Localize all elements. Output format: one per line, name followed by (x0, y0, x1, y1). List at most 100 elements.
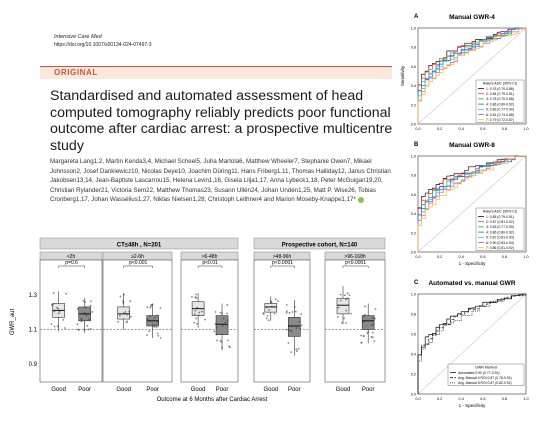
y-tick-label: 0.0 (411, 251, 416, 255)
legend-entry: 5: 0.83 (0.77-0.90) (486, 108, 514, 112)
legend-box (447, 363, 525, 386)
roc-curve (417, 293, 526, 394)
legend-entry: 1: 0.76 (0.70-0.86) (486, 87, 514, 91)
data-point (221, 346, 224, 349)
data-point (360, 334, 362, 337)
roc-curve (417, 294, 527, 394)
data-point (122, 293, 125, 296)
x-tick-label: Good (116, 387, 131, 393)
y-tick-label: 0.8 (411, 313, 416, 317)
data-point (195, 297, 198, 299)
journal-name: Intensive Care Med (54, 34, 102, 40)
y-tick-label: 0.2 (411, 103, 416, 107)
data-point (150, 304, 153, 306)
data-point (119, 295, 122, 298)
data-point (215, 326, 218, 329)
data-point (204, 318, 206, 321)
data-point (362, 315, 365, 318)
data-point (372, 317, 374, 319)
data-point (124, 311, 127, 313)
data-point (221, 325, 224, 327)
legend-entry: 3: 0.78 (0.70-0.86) (486, 97, 514, 101)
data-point (65, 292, 68, 295)
data-point (216, 339, 218, 342)
group-strip (39, 237, 239, 250)
data-point (156, 314, 159, 317)
y-tick-label: 0.4 (411, 84, 416, 88)
x-axis-label: Outcome at 6 Months after Cardiac Arrest (157, 397, 268, 403)
x-tick-label: 0.8 (502, 397, 507, 401)
y-tick-label: 0.0 (411, 393, 416, 397)
data-point (89, 300, 92, 303)
data-point (129, 315, 132, 318)
y-axis-label: Sensitivity (400, 65, 405, 86)
x-tick-label: 1.0 (523, 397, 528, 401)
data-point (146, 318, 149, 320)
data-point (226, 339, 229, 342)
data-point (374, 308, 377, 311)
data-point (155, 326, 158, 329)
data-point (343, 317, 345, 320)
data-point (299, 327, 302, 330)
authors-text: Margareta Lang1,2, Martin Kenda3,4, Mich… (50, 158, 391, 204)
x-axis-label: 1 - Specificity (459, 403, 487, 408)
data-point (285, 310, 288, 313)
data-point (83, 312, 86, 314)
panel-title: ≥2-6h (131, 254, 144, 260)
paper-title: Standardised and automated assessment of… (50, 88, 393, 154)
panel-letter: B (414, 142, 419, 148)
legend-entry: 4: 0.86 (0.80-0.92) (486, 102, 514, 106)
data-point (122, 302, 125, 304)
data-point (89, 327, 92, 330)
data-point (226, 304, 229, 306)
legend-entry: 5: 0.87 (0.81-0.93) (486, 236, 514, 240)
p-value: p<0.0001 (272, 260, 293, 266)
panel-title: >96-168h (344, 254, 365, 260)
legend-entry: 3: 0.83 (0.77-0.90) (486, 225, 514, 229)
x-tick-label: Good (191, 387, 206, 393)
data-point (294, 310, 297, 313)
data-point (195, 317, 197, 320)
y-tick-label: 0.4 (411, 212, 416, 216)
data-point (149, 306, 152, 309)
data-point (295, 348, 298, 351)
x-tick-label: 0.6 (480, 255, 485, 259)
data-point (262, 312, 265, 315)
legend-entry: 7: 0.79 (0.72-0.87) (486, 118, 514, 122)
data-point (336, 316, 339, 318)
data-point (118, 314, 121, 317)
data-point (228, 346, 231, 349)
data-point (91, 311, 94, 313)
legend-box (475, 79, 525, 123)
data-point (153, 316, 156, 319)
data-point (148, 330, 151, 332)
data-point (224, 321, 227, 324)
x-tick-label: 1.0 (523, 255, 528, 259)
orcid-icon[interactable] (357, 196, 364, 203)
data-point (295, 327, 298, 329)
data-point (53, 310, 56, 313)
x-tick-label: 0.2 (437, 127, 442, 131)
data-point (80, 320, 83, 323)
data-point (157, 321, 160, 324)
data-point (285, 328, 288, 331)
data-point (297, 347, 300, 350)
data-point (77, 328, 79, 331)
x-tick-label: 0.4 (459, 255, 464, 259)
doi-link[interactable]: https://doi.org/10.1007/s00134-024-07497… (54, 42, 152, 48)
roc-curve (417, 155, 526, 252)
panel-title: >48-96h (273, 254, 292, 260)
data-point (273, 312, 276, 315)
x-tick-label: Poor (146, 387, 159, 393)
x-tick-label: Poor (216, 387, 229, 393)
legend-title: GWR Method (475, 366, 497, 370)
data-point (86, 324, 89, 327)
data-point (52, 292, 55, 294)
legend-entry: Avg. Manual 4 ROI 0.87 (0.76-0.91) (458, 376, 512, 380)
data-point (370, 336, 373, 338)
data-point (290, 330, 293, 333)
data-point (196, 322, 198, 325)
y-tick-label: 0.9 (29, 362, 38, 368)
data-point (80, 318, 83, 321)
legend-entry: 2: 0.87 (0.81-0.92) (486, 220, 514, 224)
